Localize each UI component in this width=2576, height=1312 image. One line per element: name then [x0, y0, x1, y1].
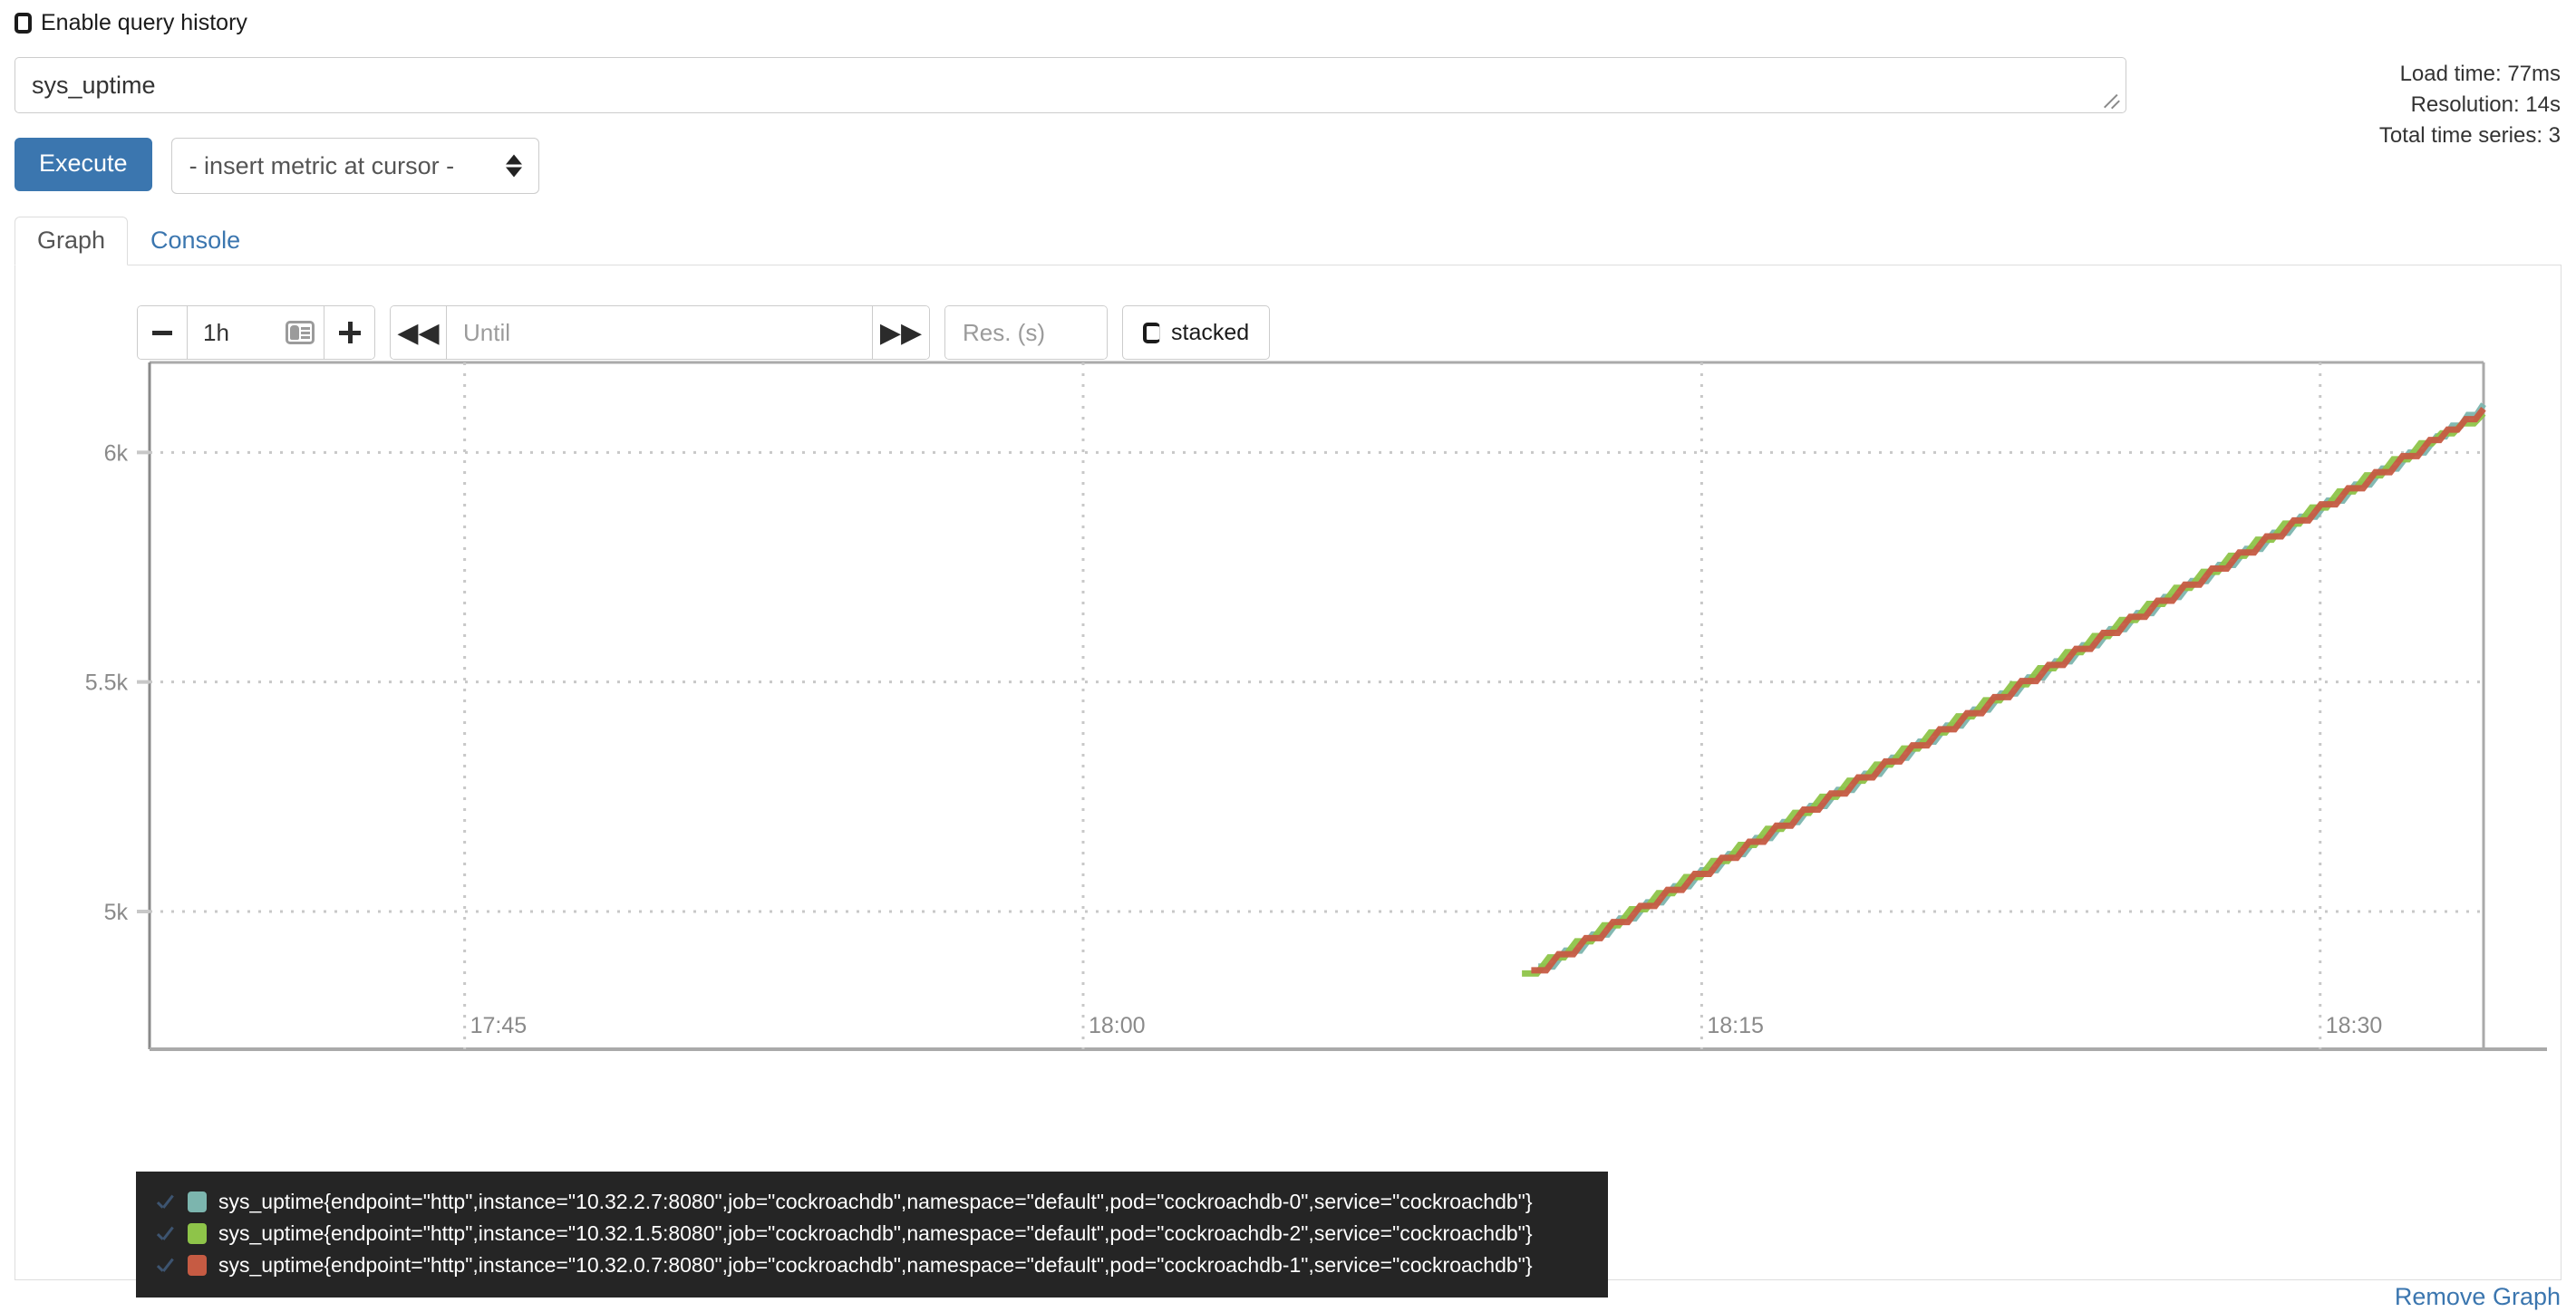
time-series-chart[interactable]: 5k 5.5k 6k 17:45 18:00 18:15 18:30 — [15, 361, 2562, 1104]
range-picker-button[interactable] — [276, 306, 324, 359]
enable-query-history-label: Enable query history — [41, 9, 247, 35]
chart-legend: sys_uptime{endpoint="http",instance="10.… — [136, 1172, 1608, 1298]
execute-button[interactable]: Execute — [15, 138, 152, 191]
select-stepper-icon — [505, 154, 522, 178]
checkmark-icon[interactable] — [156, 1192, 176, 1212]
expression-input-wrapper — [15, 57, 2126, 113]
view-tabs: Graph Console — [15, 216, 2561, 265]
chart-series-line — [1522, 410, 2486, 977]
legend-item[interactable]: sys_uptime{endpoint="http",instance="10.… — [156, 1186, 1583, 1218]
graph-controls: 1h ◀◀ Until ▶▶ Res. (s) stacked — [137, 305, 1271, 360]
increase-range-button[interactable] — [324, 306, 374, 359]
load-time: Load time: 77ms — [2399, 62, 2561, 86]
total-time-series: Total time series: 3 — [2378, 123, 2561, 149]
y-axis-tick-label: 5.5k — [85, 670, 129, 696]
query-stats: Load time: 77ms Resolution: 14s Total ti… — [2379, 59, 2561, 151]
legend-label: sys_uptime{endpoint="http",instance="10.… — [218, 1221, 1533, 1245]
y-axis-tick-label: 6k — [104, 440, 129, 466]
enable-query-history-checkbox[interactable] — [15, 12, 32, 34]
execute-row: Execute - insert metric at cursor - — [15, 138, 539, 194]
legend-item[interactable]: sys_uptime{endpoint="http",instance="10.… — [156, 1218, 1583, 1249]
y-axis-tick-label: 5k — [104, 900, 129, 925]
time-navigation-group: ◀◀ Until ▶▶ — [390, 305, 930, 360]
legend-color-swatch — [188, 1223, 207, 1244]
minus-icon — [152, 330, 172, 335]
x-axis-tick-label: 17:45 — [470, 1013, 528, 1038]
tab-graph[interactable]: Graph — [15, 216, 129, 265]
stacked-toggle[interactable]: stacked — [1122, 305, 1271, 360]
checkmark-icon[interactable] — [156, 1224, 176, 1244]
x-axis-tick-label: 18:00 — [1089, 1013, 1146, 1038]
resolution-input[interactable]: Res. (s) — [945, 306, 1107, 359]
checkmark-icon[interactable] — [156, 1256, 176, 1276]
legend-item[interactable]: sys_uptime{endpoint="http",instance="10.… — [156, 1249, 1583, 1281]
step-backward-button[interactable]: ◀◀ — [391, 306, 447, 359]
stacked-checkbox[interactable] — [1143, 322, 1160, 343]
expression-input[interactable] — [15, 57, 2126, 113]
resolution: Resolution: 14s — [2410, 92, 2561, 118]
range-input[interactable]: 1h — [188, 306, 276, 359]
step-forward-button[interactable]: ▶▶ — [873, 306, 929, 359]
legend-color-swatch — [188, 1255, 207, 1276]
range-control-group: 1h — [137, 305, 375, 360]
insert-metric-select-value: - insert metric at cursor - — [189, 151, 455, 179]
enable-query-history-row[interactable]: Enable query history — [15, 7, 247, 38]
contact-card-icon — [286, 321, 315, 344]
legend-label: sys_uptime{endpoint="http",instance="10.… — [218, 1253, 1533, 1277]
chart-series-line — [1531, 407, 2486, 974]
plus-icon — [338, 322, 361, 343]
decrease-range-button[interactable] — [138, 306, 188, 359]
x-axis-tick-label: 18:15 — [1707, 1013, 1764, 1038]
tab-console[interactable]: Console — [150, 226, 241, 254]
remove-graph-link[interactable]: Remove Graph — [2394, 1283, 2561, 1310]
legend-label: sys_uptime{endpoint="http",instance="10.… — [218, 1190, 1533, 1213]
resolution-group: Res. (s) — [944, 305, 1108, 360]
stacked-label: stacked — [1171, 319, 1250, 346]
until-input[interactable]: Until — [447, 306, 873, 359]
x-axis-tick-label: 18:30 — [2326, 1013, 2383, 1038]
legend-color-swatch — [188, 1191, 207, 1212]
insert-metric-select[interactable]: - insert metric at cursor - — [170, 138, 539, 194]
graph-panel: 1h ◀◀ Until ▶▶ Res. (s) stacked 5k 5.5k 6 — [15, 265, 2562, 1298]
